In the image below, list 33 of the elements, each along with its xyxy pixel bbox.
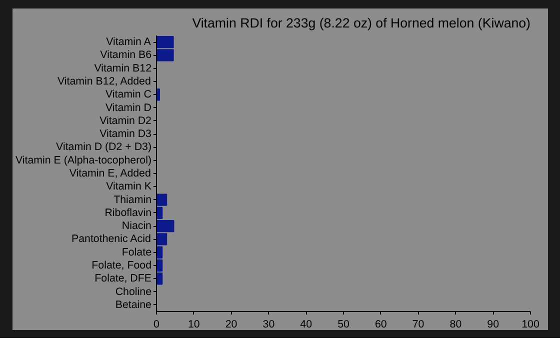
y-tick-label: Vitamin E (Alpha-tocopherol) — [15, 154, 152, 166]
x-tick-label: 0 — [154, 318, 160, 330]
x-tick-label: 90 — [487, 318, 500, 330]
x-tick-label: 80 — [450, 318, 462, 330]
x-tick-label: 100 — [522, 318, 540, 330]
x-tick-label: 40 — [300, 318, 312, 330]
y-tick-label: Vitamin D (D2 + D3) — [56, 141, 152, 154]
x-tick-label: 60 — [374, 318, 387, 330]
chart-title: Vitamin RDI for 233g (8.22 oz) of Horned melon (Kiwano) — [192, 16, 531, 30]
x-tick-label: 10 — [188, 318, 200, 330]
x-tick-label: 30 — [262, 318, 275, 330]
y-tick-label: Choline — [115, 286, 152, 298]
y-tick-label: Vitamin D — [106, 102, 152, 114]
y-tick-label: Folate, Food — [92, 260, 152, 272]
y-tick-label: Vitamin D3 — [100, 128, 152, 140]
x-tick-label: 20 — [225, 318, 238, 330]
y-tick-label: Vitamin D2 — [100, 114, 152, 127]
x-tick-label: 50 — [338, 318, 350, 330]
y-tick-label: Vitamin B6 — [100, 49, 152, 62]
y-tick-label: Vitamin E, Added — [69, 168, 151, 180]
y-tick-label: Betaine — [115, 298, 152, 311]
y-tick-label: Folate — [122, 246, 152, 258]
y-tick-label: Vitamin A — [106, 36, 152, 48]
y-tick-label: Folate, DFE — [94, 272, 152, 285]
y-tick-label: Riboflavin — [104, 206, 152, 219]
y-tick-label: Thiamin — [114, 194, 152, 206]
y-tick-label: Vitamin C — [106, 88, 152, 101]
y-tick-label: Vitamin B12 — [94, 62, 152, 74]
y-tick-label: Vitamin K — [106, 180, 152, 193]
y-tick-label: Vitamin B12, Added — [58, 76, 151, 88]
y-tick-label: Niacin — [122, 220, 152, 232]
y-tick-label: Pantothenic Acid — [72, 233, 151, 246]
x-tick-label: 70 — [412, 318, 424, 330]
